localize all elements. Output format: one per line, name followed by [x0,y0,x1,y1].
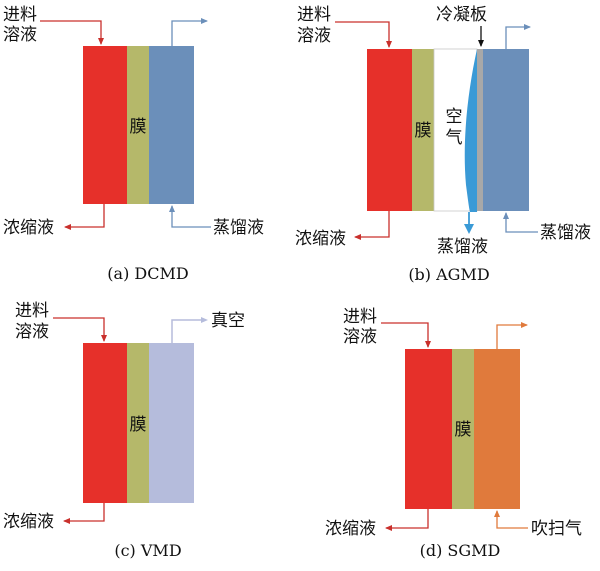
membrane [127,46,149,204]
feed-label-line2: 溶液 [343,327,377,347]
coolant-channel [483,49,529,211]
feed-label-line2: 溶液 [3,25,37,45]
feed-label-line1: 进料 [3,5,37,25]
membrane [412,49,434,211]
concentrate-label: 浓缩液 [3,512,54,532]
air-label-line1: 空 [446,107,463,127]
membrane-label: 膜 [415,121,432,141]
membrane [452,349,474,509]
feed-in-arrow [335,21,392,48]
membrane [127,343,149,503]
distillate-in-arrow [169,205,211,228]
distillate-out-arrow [171,18,208,46]
distillate-label: 蒸馏液 [213,218,264,238]
sweep-gas-out-arrow [496,322,528,349]
vacuum-out-tip [201,317,208,323]
caption-c: (c) VMD [114,541,181,560]
membrane-label: 膜 [130,415,147,435]
feed-channel [405,349,452,509]
caption-b: (b) AGMD [408,265,489,284]
feed-label-line2: 溶液 [15,322,49,342]
condensate-film [464,49,477,212]
sweep-gas-channel [474,349,520,509]
concentrate-out-arrow [63,503,105,524]
feed-in-arrow [40,20,104,45]
panel-agmd: 膜 空 气 进料 溶液 冷凝板 浓缩液 蒸馏液 蒸馏液 (b) AGMD [295,5,591,284]
sweep-gas-label: 吹扫气 [531,519,582,539]
coolant-out-arrow [505,24,531,49]
caption-d: (d) SGMD [420,541,501,560]
feed-channel [83,46,127,204]
membrane-label: 膜 [130,117,147,137]
feed-channel [83,343,127,503]
coolant-in-arrow [503,212,538,233]
feed-channel [367,49,412,211]
panel-vmd: 膜 进料 溶液 真空 浓缩液 (c) VMD [3,301,245,560]
panel-sgmd: 膜 进料 溶液 浓缩液 吹扫气 (d) SGMD [325,307,582,560]
concentrate-label: 浓缩液 [325,519,376,539]
distillate-channel [149,46,194,204]
feed-label-line1: 进料 [343,307,377,327]
feed-in-arrow [381,322,431,348]
sweep-gas-in-arrow [494,510,528,529]
feed-label-line1: 进料 [15,301,49,321]
concentrate-out-arrow [354,211,390,240]
vacuum-out-arrow [171,319,203,343]
feed-label-line1: 进料 [297,5,331,25]
feed-in-arrow [53,317,107,342]
vacuum-channel [149,343,194,503]
feed-label-line2: 溶液 [297,26,331,46]
condensing-plate [477,49,483,211]
concentrate-label: 浓缩液 [295,229,346,249]
membrane-label: 膜 [455,420,472,440]
vacuum-label: 真空 [211,311,245,331]
concentrate-out-arrow [64,204,105,230]
caption-a: (a) DCMD [107,264,188,283]
panel-dcmd: 膜 进料 溶液 浓缩液 蒸馏液 (a) DCMD [3,5,264,283]
distillate-label: 蒸馏液 [437,237,488,257]
distillate-drain-tip [464,224,474,234]
concentrate-out-arrow [385,509,429,531]
coolant-label: 蒸馏液 [540,223,591,243]
concentrate-label: 浓缩液 [3,218,54,238]
condensing-plate-label: 冷凝板 [436,5,487,25]
air-label-line2: 气 [446,128,463,148]
